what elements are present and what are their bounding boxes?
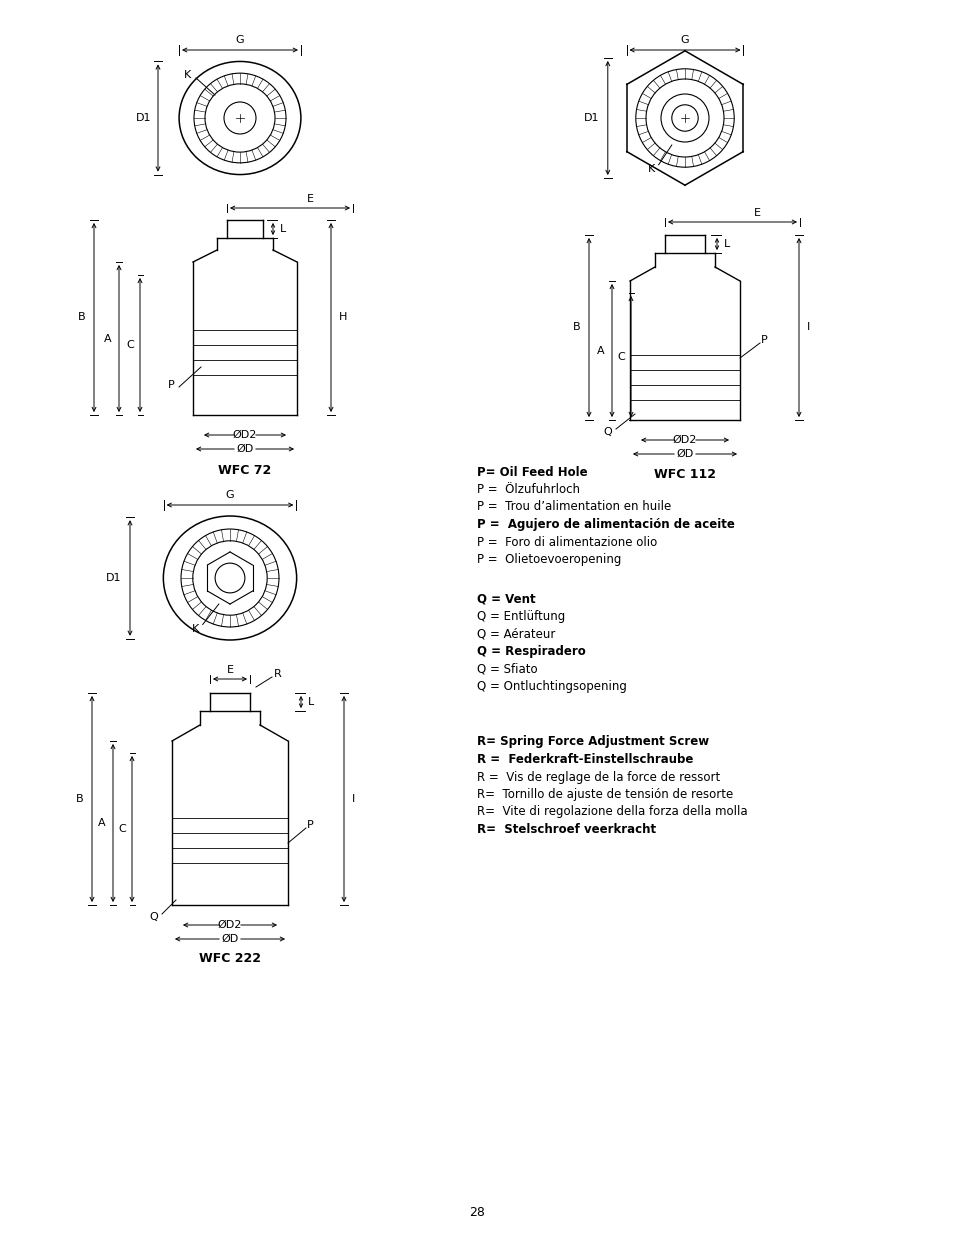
Text: E: E: [306, 194, 314, 204]
Text: G: G: [235, 35, 244, 44]
Text: E: E: [753, 207, 760, 219]
Text: A: A: [597, 346, 604, 356]
Text: Q: Q: [150, 911, 158, 923]
Text: Q = Respiradero: Q = Respiradero: [476, 645, 585, 658]
Text: R=  Stelschroef veerkracht: R= Stelschroef veerkracht: [476, 823, 656, 836]
Text: P: P: [760, 335, 766, 345]
Text: B: B: [573, 322, 580, 332]
Text: R=  Tornillo de ajuste de tensión de resorte: R= Tornillo de ajuste de tensión de reso…: [476, 788, 733, 802]
Text: R: R: [274, 669, 281, 679]
Text: P =  Ölzufuhrloch: P = Ölzufuhrloch: [476, 483, 579, 496]
Text: ØD2: ØD2: [217, 920, 242, 930]
Text: G: G: [680, 35, 689, 44]
Text: 28: 28: [469, 1205, 484, 1219]
Text: L: L: [279, 224, 286, 233]
Text: R= Spring Force Adjustment Screw: R= Spring Force Adjustment Screw: [476, 736, 708, 748]
Text: R =  Vis de reglage de la force de ressort: R = Vis de reglage de la force de ressor…: [476, 771, 720, 783]
Text: K: K: [193, 624, 199, 634]
Text: ØD: ØD: [236, 445, 253, 454]
Text: WFC 72: WFC 72: [218, 463, 272, 477]
Text: WFC 112: WFC 112: [654, 468, 716, 482]
Text: L: L: [723, 240, 729, 249]
Text: B: B: [78, 312, 86, 322]
Text: C: C: [118, 824, 126, 834]
Text: B: B: [76, 794, 84, 804]
Text: Q = Vent: Q = Vent: [476, 593, 535, 605]
Text: WFC 222: WFC 222: [199, 952, 261, 966]
Text: A: A: [98, 818, 106, 827]
Text: P =  Agujero de alimentación de aceite: P = Agujero de alimentación de aceite: [476, 517, 734, 531]
Text: Q = Sfiato: Q = Sfiato: [476, 662, 537, 676]
Text: P =  Foro di alimentazione olio: P = Foro di alimentazione olio: [476, 536, 657, 548]
Text: P =  Trou d’alimentation en huile: P = Trou d’alimentation en huile: [476, 500, 671, 514]
Text: Q = Entlüftung: Q = Entlüftung: [476, 610, 565, 622]
Text: C: C: [617, 352, 624, 362]
Text: ØD2: ØD2: [672, 435, 697, 445]
Text: K: K: [648, 164, 655, 174]
Text: G: G: [226, 490, 234, 500]
Text: Q = Aérateur: Q = Aérateur: [476, 627, 555, 641]
Text: I: I: [806, 322, 810, 332]
Text: L: L: [308, 697, 314, 706]
Text: Q: Q: [603, 427, 612, 437]
Text: Q = Ontluchtingsopening: Q = Ontluchtingsopening: [476, 680, 626, 693]
Text: P= Oil Feed Hole: P= Oil Feed Hole: [476, 466, 587, 478]
Text: P: P: [168, 380, 174, 390]
Text: R=  Vite di regolazione della forza della molla: R= Vite di regolazione della forza della…: [476, 805, 747, 819]
Text: R =  Federkraft-Einstellschraube: R = Federkraft-Einstellschraube: [476, 753, 693, 766]
Text: D1: D1: [106, 573, 122, 583]
Text: A: A: [104, 333, 112, 343]
Text: E: E: [226, 664, 233, 676]
Text: ØD2: ØD2: [233, 430, 257, 440]
Text: ØD: ØD: [676, 450, 693, 459]
Text: P =  Olietoevoeropening: P = Olietoevoeropening: [476, 553, 620, 566]
Text: P: P: [306, 820, 313, 830]
Text: ØD: ØD: [221, 934, 238, 944]
Text: D1: D1: [136, 112, 152, 124]
Text: H: H: [338, 312, 347, 322]
Text: D1: D1: [583, 112, 598, 124]
Text: C: C: [126, 340, 133, 350]
Text: K: K: [184, 70, 192, 80]
Text: I: I: [352, 794, 355, 804]
